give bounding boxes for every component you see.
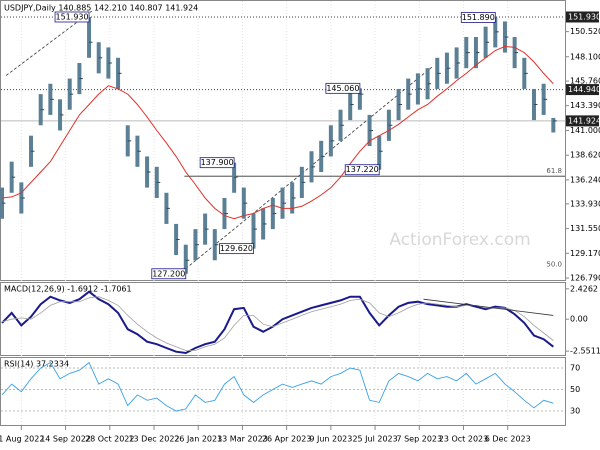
- annotation-label: 137.220: [346, 165, 379, 174]
- x-tick-label: 13 Dec 2022: [128, 435, 179, 444]
- annotation-box: [54, 11, 90, 23]
- rsi-title: RSI(14) 37.2334: [4, 360, 69, 369]
- macd-title: MACD(12,26,9) -1.6912 -1.7061: [4, 285, 132, 294]
- annotation-label: 137.900: [201, 158, 234, 167]
- x-tick-label: 25 Jul 2023: [352, 435, 397, 444]
- trend-line: [185, 65, 434, 269]
- chart-title: USDJPY,Daily 140.885 142.210 140.807 141…: [4, 4, 198, 13]
- trend-line: [5, 10, 93, 76]
- level-box: [566, 11, 599, 23]
- macd-trend-line: [423, 298, 554, 316]
- macd-tick-label: -2.5511: [570, 347, 600, 356]
- y-tick-label: 145.760: [570, 77, 600, 86]
- rsi-panel: [0, 357, 566, 426]
- y-tick-label: 129.170: [570, 249, 600, 258]
- price-panel: [0, 0, 566, 281]
- watermark: ActionForex.com: [389, 230, 530, 250]
- level-box: [566, 115, 599, 127]
- level-label: 141.924: [568, 116, 600, 125]
- y-tick-label: 133.930: [570, 199, 600, 208]
- macd-signal: [1, 296, 554, 351]
- annotation-label: 151.890: [462, 13, 495, 22]
- annotation-box: [325, 82, 361, 94]
- annotation-label: 129.620: [220, 244, 253, 253]
- y-tick-label: 143.390: [570, 101, 600, 110]
- fib-label: 50.0: [546, 261, 562, 269]
- y-tick-label: 131.550: [570, 224, 600, 233]
- x-tick-label: 23 Oct 2023: [439, 435, 488, 444]
- rsi-line: [1, 361, 554, 412]
- macd-line: [1, 290, 554, 355]
- y-tick-label: 150.520: [570, 27, 600, 36]
- x-tick-label: 13 Mar 2023: [217, 435, 268, 444]
- macd-tick-label: 2.4262: [570, 284, 598, 293]
- annotation-box: [219, 243, 254, 255]
- x-tick-label: 26 Apr 2023: [262, 435, 311, 444]
- rsi-tick-label: 50: [570, 385, 580, 394]
- x-tick-label: 7 Sep 2023: [396, 435, 442, 444]
- annotation-box: [199, 157, 235, 169]
- y-tick-label: 141.000: [570, 126, 600, 135]
- x-tick-label: 26 Jan 2023: [174, 435, 222, 444]
- annotation-box: [460, 12, 496, 23]
- moving-average: [1, 45, 554, 220]
- x-tick-label: 28 Oct 2022: [85, 435, 134, 444]
- fib-label: 61.8: [546, 167, 562, 175]
- level-box: [566, 84, 599, 96]
- annotation-box: [151, 268, 187, 280]
- annotation-label: 127.200: [152, 269, 185, 278]
- annotation-label: 145.060: [326, 84, 359, 93]
- macd-tick-label: 0.00: [570, 315, 588, 324]
- y-tick-label: 148.100: [570, 52, 600, 61]
- level-label: 151.930: [568, 12, 600, 21]
- x-tick-label: 6 Dec 2023: [485, 435, 531, 444]
- rsi-tick-label: 70: [570, 364, 580, 373]
- y-tick-label: 136.240: [570, 175, 600, 184]
- y-tick-label: 138.620: [570, 151, 600, 160]
- annotation-box: [344, 164, 380, 176]
- rsi-tick-label: 30: [570, 407, 580, 416]
- annotation-label: 151.930: [56, 12, 89, 21]
- y-tick-label: 126.790: [570, 274, 600, 283]
- x-tick-label: 14 Sep 2022: [40, 435, 91, 444]
- x-tick-label: 1 Aug 2022: [0, 435, 44, 444]
- x-tick-label: 9 Jun 2023: [309, 435, 352, 444]
- level-label: 144.940: [568, 85, 600, 94]
